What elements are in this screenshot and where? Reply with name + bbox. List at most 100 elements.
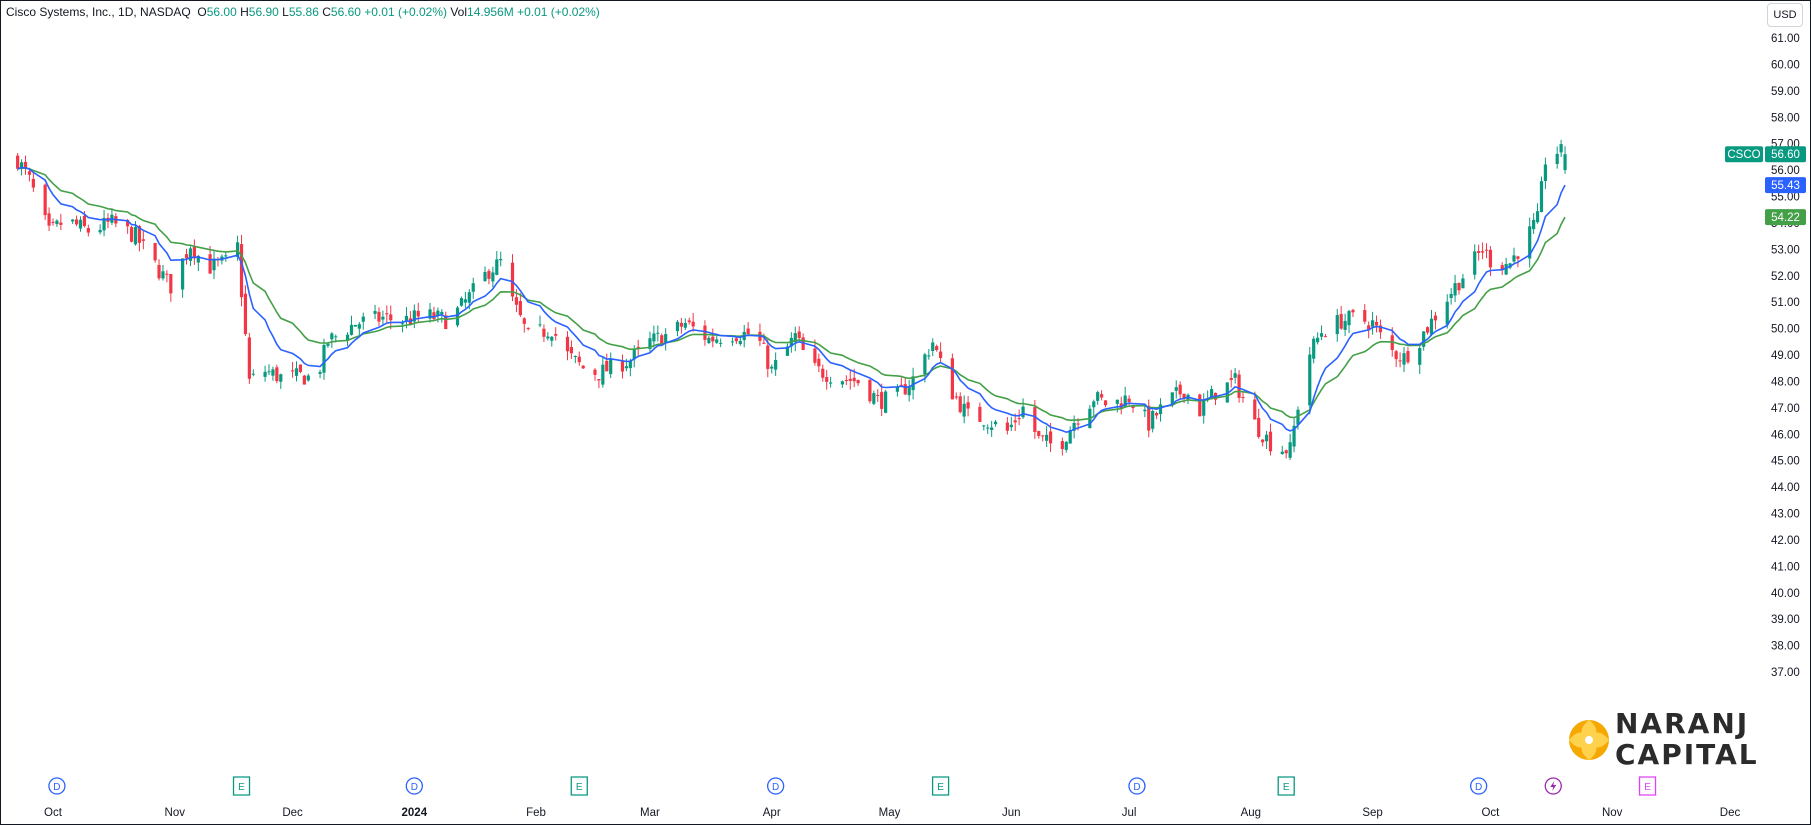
candle-body xyxy=(271,369,275,376)
candle-body xyxy=(306,375,310,381)
candle-body xyxy=(1559,144,1563,153)
candle-body xyxy=(1033,407,1037,432)
time-tick-label: 2024 xyxy=(402,807,428,819)
earnings-icon-glyph: E xyxy=(1283,782,1290,793)
earnings-icon-glyph: E xyxy=(937,782,944,793)
candle-body xyxy=(829,382,833,384)
candle-body xyxy=(412,310,416,322)
high-label: H xyxy=(240,5,249,19)
candle-body xyxy=(1347,310,1351,326)
candle-body xyxy=(852,377,856,382)
candle-body xyxy=(770,366,774,369)
price-tick-label: 41.00 xyxy=(1771,561,1800,573)
time-tick-label: Nov xyxy=(1602,807,1623,819)
candle-body xyxy=(1402,353,1406,365)
candle-body xyxy=(243,293,248,335)
price-tick-label: 51.00 xyxy=(1771,297,1800,309)
currency-button[interactable]: USD xyxy=(1767,3,1803,27)
symbol-description[interactable]: Cisco Systems, Inc., 1D, NASDAQ xyxy=(6,5,191,19)
candle-body xyxy=(1037,430,1041,436)
candle-body xyxy=(1147,405,1151,431)
candle-body xyxy=(1449,293,1453,299)
candle-body xyxy=(59,222,63,225)
candle-body xyxy=(416,310,420,317)
candle-body xyxy=(935,346,939,351)
candle-body xyxy=(601,364,605,385)
candle-body xyxy=(1480,251,1485,253)
candle-body xyxy=(518,301,522,316)
candle-body xyxy=(1170,392,1174,405)
candle-body xyxy=(691,321,695,327)
candle-body xyxy=(1473,251,1477,275)
candle-body xyxy=(1202,400,1206,416)
open-value: 56.00 xyxy=(206,5,237,19)
candle-body xyxy=(907,386,911,396)
candle-body xyxy=(102,218,106,231)
candle-body xyxy=(1316,337,1320,343)
candle-body xyxy=(208,254,212,274)
candle-body xyxy=(1308,354,1312,406)
candle-body xyxy=(687,320,691,323)
candle-body xyxy=(98,229,102,233)
symbol-legend[interactable]: Cisco Systems, Inc., 1D, NASDAQ O56.00 H… xyxy=(6,4,600,20)
candle-body xyxy=(381,316,385,320)
candle-body xyxy=(848,378,852,381)
price-tick-label: 59.00 xyxy=(1771,86,1800,98)
dividend-icon-glyph: D xyxy=(1133,782,1140,793)
candle-body xyxy=(1060,441,1064,450)
time-tick-label: Nov xyxy=(165,807,186,819)
candle-body xyxy=(1064,441,1068,450)
candle-body xyxy=(675,321,680,332)
candle-body xyxy=(734,338,738,342)
candle-body xyxy=(377,311,381,322)
candle-body xyxy=(373,310,377,314)
time-tick-label: Apr xyxy=(763,807,781,819)
ema-slow-badge-text: 54.22 xyxy=(1771,212,1800,224)
dividend-icon-glyph: D xyxy=(53,782,60,793)
candle-body xyxy=(707,337,711,344)
close-value: 56.60 xyxy=(330,5,361,19)
candle-body xyxy=(931,342,935,351)
candle-body xyxy=(620,361,625,372)
candle-body xyxy=(1500,265,1504,271)
candle-body xyxy=(1292,425,1296,447)
high-value: 56.90 xyxy=(248,5,279,19)
candle-body xyxy=(581,365,585,369)
candle-body xyxy=(499,259,503,261)
candle-body xyxy=(1253,399,1257,420)
candle-body xyxy=(1504,263,1508,275)
candle-body xyxy=(711,336,715,342)
candle-body xyxy=(463,299,467,303)
candle-body xyxy=(440,311,444,315)
candle-body xyxy=(1076,423,1080,425)
candle-body xyxy=(1296,409,1300,425)
time-tick-label: Mar xyxy=(640,807,660,819)
candle-body xyxy=(298,364,303,372)
candle-body xyxy=(1343,320,1347,330)
candle-body xyxy=(1178,384,1182,395)
time-tick-label: May xyxy=(879,807,901,819)
earnings-icon xyxy=(1638,776,1657,796)
candle-body xyxy=(1288,442,1292,458)
time-tick-label: Aug xyxy=(1241,807,1261,819)
candle-body xyxy=(1092,401,1096,408)
candle-body xyxy=(1182,393,1186,399)
candle-body xyxy=(141,239,145,241)
candle-body xyxy=(251,373,255,375)
candle-body xyxy=(82,215,87,227)
candle-body xyxy=(322,344,326,373)
candle-body xyxy=(263,371,267,377)
earnings-icon xyxy=(570,776,588,796)
candle-body xyxy=(51,221,55,223)
time-tick-label: Jul xyxy=(1122,807,1137,819)
candle-body xyxy=(703,325,707,340)
candle-body xyxy=(1394,351,1398,360)
candle-body xyxy=(43,184,47,216)
candle-body xyxy=(573,356,577,358)
candle-body xyxy=(609,358,613,375)
candle-body xyxy=(1072,422,1076,431)
candle-body xyxy=(542,328,546,337)
volume-value: 14.956M xyxy=(467,5,514,19)
candle-body xyxy=(1115,399,1119,404)
